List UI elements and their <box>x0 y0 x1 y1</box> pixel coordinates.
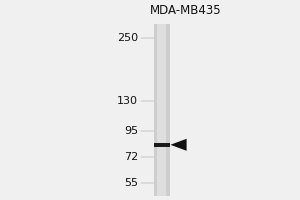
Text: 250: 250 <box>117 33 138 43</box>
Bar <box>154 143 170 147</box>
Text: 55: 55 <box>124 178 138 188</box>
Polygon shape <box>170 139 187 151</box>
Text: 130: 130 <box>117 96 138 106</box>
Text: 72: 72 <box>124 152 138 162</box>
FancyBboxPatch shape <box>3 24 297 196</box>
Text: MDA-MB435: MDA-MB435 <box>149 4 221 17</box>
Bar <box>154 24 170 196</box>
Text: 95: 95 <box>124 126 138 136</box>
Bar <box>157 24 166 196</box>
